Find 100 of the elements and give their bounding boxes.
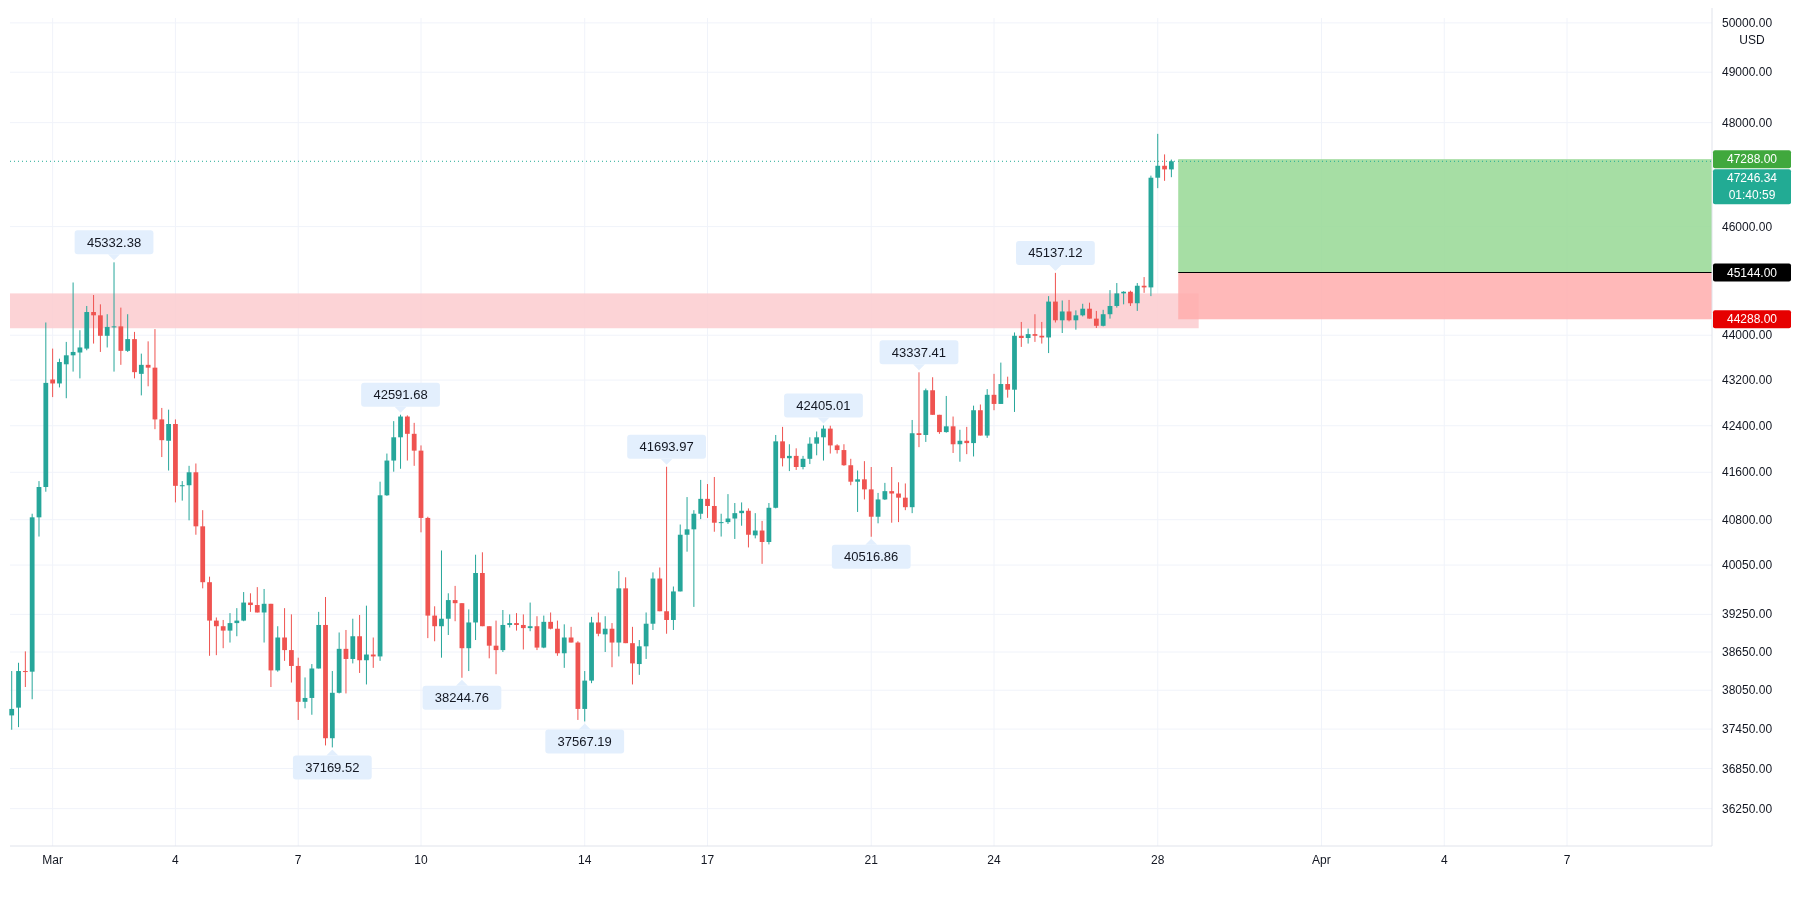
annotation: 37567.19 (557, 733, 612, 749)
candlestick (882, 482, 888, 501)
candlestick (636, 639, 642, 676)
y-tick-label: 40800.00 (1722, 512, 1773, 527)
y-tick-label: 40050.00 (1722, 558, 1773, 573)
candlestick (786, 443, 792, 472)
x-tick-label: 17 (700, 853, 715, 867)
candlestick (684, 496, 690, 553)
y-tick-label: 43200.00 (1722, 373, 1773, 388)
candlestick (732, 502, 738, 540)
x-tick-label: 7 (294, 853, 302, 867)
candlestick (718, 513, 724, 538)
text: 01:40:59 (1728, 188, 1776, 203)
x-tick-label: 4 (172, 853, 180, 867)
annotation: 41693.97 (639, 439, 694, 455)
candlestick (125, 313, 131, 353)
candlestick (520, 613, 526, 650)
candlestick (711, 476, 717, 533)
candlestick (1025, 328, 1031, 345)
y-tick-label: 39250.00 (1722, 607, 1773, 622)
candlestick (698, 479, 704, 520)
price-callout: 40516.86 (831, 538, 911, 569)
y-tick-label: 42400.00 (1722, 418, 1773, 433)
y-tick-label: 38650.00 (1722, 645, 1773, 659)
candlestick (902, 482, 908, 511)
y-tick-label: 46000.00 (1722, 219, 1773, 234)
candlestick (391, 420, 397, 473)
candlestick (834, 443, 840, 455)
y-axis-title: USD (1739, 33, 1765, 47)
candlestick (179, 480, 185, 502)
candlestick (855, 470, 860, 513)
candlestick (1018, 321, 1024, 348)
candlestick (9, 670, 15, 731)
candlestick (691, 509, 697, 608)
annotation: 45332.38 (86, 234, 142, 250)
price-callout: 42591.68 (361, 382, 440, 413)
candlestick (527, 602, 533, 632)
candlestick (486, 625, 492, 659)
candlestick (91, 294, 96, 345)
candlestick (411, 422, 417, 467)
price-callout: 45137.12 (1016, 240, 1095, 271)
candlestick (289, 613, 294, 684)
y-tick-label: 41600.00 (1722, 465, 1773, 480)
candlestick (827, 425, 833, 455)
annotation: 40516.86 (844, 549, 899, 565)
candlestick (254, 586, 260, 613)
x-tick-label: 7 (1563, 853, 1571, 867)
candlestick (807, 436, 813, 465)
candlestick (630, 626, 635, 685)
y-tick-label: 37450.00 (1722, 722, 1773, 737)
candlestick (445, 592, 451, 636)
candlestick (1005, 376, 1011, 399)
price-callout: 45332.38 (74, 230, 154, 261)
candlestick (793, 447, 799, 471)
x-tick-label: 4 (1440, 853, 1448, 867)
candlestick (398, 414, 403, 470)
candlestick (1134, 282, 1140, 312)
candlestick (1114, 282, 1120, 309)
candlestick (104, 313, 110, 348)
candlestick (213, 616, 219, 656)
candlestick (889, 466, 895, 524)
candlestick (602, 615, 608, 653)
candlestick (22, 650, 28, 688)
candlestick (98, 303, 103, 353)
candlestick (1073, 309, 1079, 331)
ref-line-label: 45144.00 (1726, 265, 1778, 280)
price-callout: 42405.01 (784, 393, 863, 424)
x-tick-label: 28 (1151, 853, 1165, 867)
band-label: 47288.00 (1726, 152, 1778, 167)
candlestick (220, 619, 226, 649)
price-callout: 41693.97 (627, 434, 706, 465)
y-tick-label: 48000.00 (1722, 115, 1773, 130)
y-tick-label: 36850.00 (1722, 761, 1773, 776)
candlestick (705, 483, 710, 519)
price-callout: 38244.76 (422, 679, 502, 710)
candlestick (166, 409, 171, 472)
candlestick (63, 341, 69, 399)
candlestick (739, 501, 745, 527)
ref-line-label: 47246.34 (1726, 171, 1778, 186)
x-tick-label: Apr (1312, 853, 1331, 867)
candlestick (643, 612, 649, 660)
candlestick (432, 605, 438, 642)
annotation: 45137.12 (1028, 245, 1083, 261)
candlestick (57, 358, 62, 388)
x-tick-label: Mar (42, 853, 63, 867)
x-tick-label: 24 (987, 853, 1002, 867)
annotation: 43337.41 (891, 344, 947, 360)
candlestick (145, 340, 151, 387)
candlestick (241, 591, 247, 622)
annotation: 42591.68 (373, 387, 428, 403)
annotation: 38244.76 (434, 690, 490, 706)
candlestick (1053, 272, 1058, 323)
candlestick (862, 460, 867, 500)
candlestick (514, 612, 519, 632)
candlestick (916, 371, 922, 448)
candlestick (561, 623, 567, 669)
candlestick (595, 612, 601, 637)
candlestick (1032, 313, 1038, 343)
candlestick (77, 329, 83, 379)
price-callout: 37567.19 (545, 723, 625, 754)
